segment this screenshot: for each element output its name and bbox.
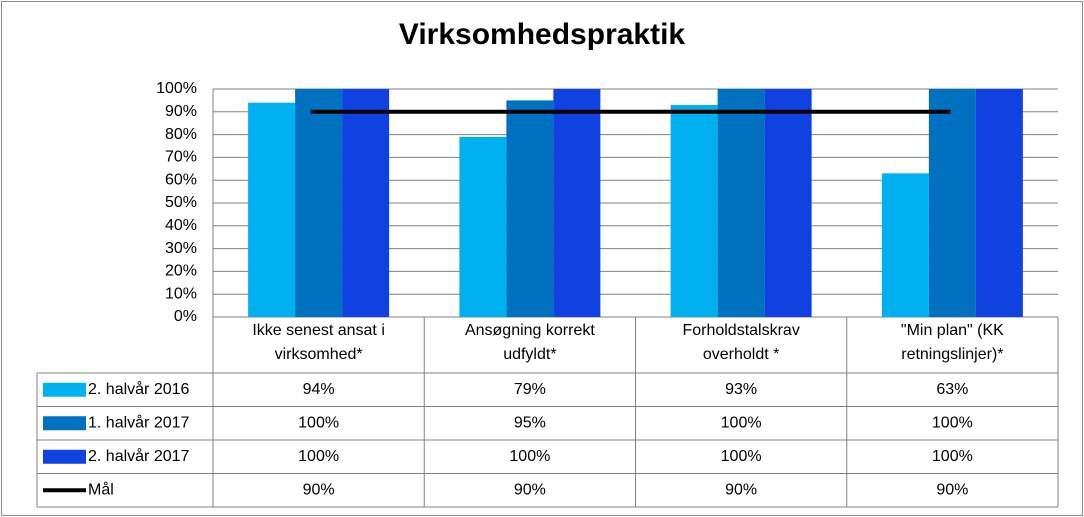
- bar: [928, 89, 976, 317]
- y-tick-label: 60%: [165, 171, 197, 188]
- data-table-value: 100%: [298, 448, 339, 465]
- data-table-value: 100%: [932, 414, 973, 431]
- category-label-line1: Ansøgning korrekt: [465, 322, 595, 339]
- y-tick-label: 30%: [165, 240, 197, 257]
- bar: [881, 173, 929, 317]
- category-label-line1: Forholdstalskrav: [682, 322, 799, 339]
- bar: [670, 104, 718, 318]
- data-table-value: 100%: [721, 448, 762, 465]
- data-table-value: 90%: [514, 481, 546, 498]
- bar: [248, 102, 296, 318]
- bar: [717, 89, 765, 317]
- y-tick-label: 80%: [165, 126, 197, 143]
- legend-series-name: 2. halvår 2016: [88, 380, 190, 398]
- y-tick-label: 70%: [165, 149, 197, 166]
- data-table-value: 95%: [514, 414, 546, 431]
- y-tick-label: 50%: [165, 194, 197, 211]
- category-label-line1: "Min plan" (KK: [901, 322, 1004, 339]
- bar: [506, 100, 554, 318]
- y-tick-label: 100%: [156, 80, 197, 97]
- data-table-value: 100%: [509, 448, 550, 465]
- category-label-line2: udfyldt*: [503, 346, 556, 363]
- bar: [342, 89, 390, 317]
- data-table-value: 94%: [303, 381, 335, 398]
- chart-title: Virksomhedspraktik: [398, 18, 686, 51]
- bar: [459, 136, 507, 317]
- category-label-line2: retningslinjer)*: [901, 346, 1003, 363]
- data-table-value: 90%: [936, 481, 968, 498]
- data-table-value: 90%: [725, 481, 757, 498]
- data-table-value: 79%: [514, 381, 546, 398]
- bar: [553, 89, 601, 317]
- category-label-line1: Ikke senest ansat i: [252, 322, 385, 339]
- data-table-value: 100%: [721, 414, 762, 431]
- y-tick-label: 10%: [165, 285, 197, 302]
- bar: [764, 89, 812, 317]
- y-tick-label: 0%: [174, 308, 197, 325]
- category-label-line2: overholdt *: [703, 346, 780, 363]
- legend-series-name: Mål: [88, 480, 114, 498]
- legend-series-name: 1. halvår 2017: [88, 413, 190, 431]
- bar: [975, 89, 1023, 317]
- legend-key-swatch: [43, 449, 86, 464]
- data-table-value: 63%: [936, 381, 968, 398]
- y-tick-label: 20%: [165, 263, 197, 280]
- category-label-line2: virksomhed*: [275, 346, 363, 363]
- legend-series-name: 2. halvår 2017: [88, 447, 190, 465]
- y-tick-label: 40%: [165, 217, 197, 234]
- data-table-value: 90%: [303, 481, 335, 498]
- data-table-value: 93%: [725, 381, 757, 398]
- data-table-value: 100%: [298, 414, 339, 431]
- data-table-value: 100%: [932, 448, 973, 465]
- legend-key-swatch: [43, 416, 86, 431]
- legend-key-swatch: [43, 382, 86, 397]
- y-tick-label: 90%: [165, 103, 197, 120]
- bar: [295, 89, 343, 317]
